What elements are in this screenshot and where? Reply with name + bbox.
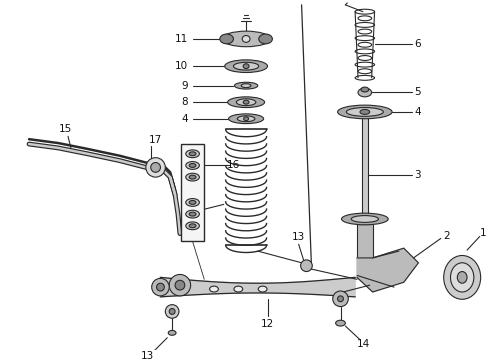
Ellipse shape bbox=[236, 99, 256, 105]
Text: 12: 12 bbox=[261, 319, 274, 329]
Ellipse shape bbox=[259, 34, 272, 44]
Circle shape bbox=[338, 296, 343, 302]
Ellipse shape bbox=[336, 320, 345, 326]
Ellipse shape bbox=[225, 60, 268, 72]
Circle shape bbox=[152, 278, 169, 296]
Circle shape bbox=[333, 291, 348, 307]
Ellipse shape bbox=[243, 100, 249, 104]
Polygon shape bbox=[357, 248, 418, 292]
Text: 15: 15 bbox=[58, 125, 72, 134]
Ellipse shape bbox=[222, 31, 270, 47]
Ellipse shape bbox=[457, 271, 467, 283]
Ellipse shape bbox=[361, 87, 369, 92]
Circle shape bbox=[169, 274, 191, 296]
Ellipse shape bbox=[243, 64, 249, 69]
Ellipse shape bbox=[229, 114, 264, 123]
Polygon shape bbox=[160, 278, 355, 297]
Ellipse shape bbox=[189, 201, 196, 204]
Ellipse shape bbox=[242, 36, 250, 42]
Text: 4: 4 bbox=[414, 107, 421, 117]
Text: 13: 13 bbox=[141, 351, 154, 360]
Ellipse shape bbox=[346, 108, 383, 116]
Ellipse shape bbox=[258, 286, 267, 292]
Circle shape bbox=[175, 280, 185, 290]
Ellipse shape bbox=[342, 213, 388, 225]
Text: 14: 14 bbox=[357, 338, 370, 348]
Ellipse shape bbox=[189, 152, 196, 156]
Ellipse shape bbox=[338, 105, 392, 119]
Bar bbox=[357, 224, 372, 258]
Ellipse shape bbox=[233, 62, 259, 70]
Text: 4: 4 bbox=[181, 114, 188, 124]
Text: 16: 16 bbox=[227, 161, 240, 170]
Text: 9: 9 bbox=[181, 81, 188, 91]
Ellipse shape bbox=[189, 212, 196, 216]
Text: 17: 17 bbox=[149, 135, 162, 145]
Ellipse shape bbox=[168, 330, 176, 335]
Text: 8: 8 bbox=[181, 97, 188, 107]
Text: 11: 11 bbox=[174, 34, 188, 44]
Ellipse shape bbox=[241, 84, 251, 87]
Circle shape bbox=[157, 283, 164, 291]
Ellipse shape bbox=[237, 116, 255, 122]
Ellipse shape bbox=[210, 286, 219, 292]
Ellipse shape bbox=[186, 222, 199, 230]
Ellipse shape bbox=[234, 82, 258, 89]
Ellipse shape bbox=[234, 286, 243, 292]
Bar bbox=[181, 144, 204, 241]
Text: 2: 2 bbox=[443, 230, 450, 240]
Text: 3: 3 bbox=[414, 170, 421, 180]
Ellipse shape bbox=[220, 34, 233, 44]
Ellipse shape bbox=[186, 150, 199, 158]
Ellipse shape bbox=[186, 162, 199, 169]
Circle shape bbox=[300, 260, 312, 271]
Ellipse shape bbox=[450, 263, 474, 292]
Circle shape bbox=[169, 309, 175, 314]
Text: 6: 6 bbox=[414, 39, 421, 49]
Ellipse shape bbox=[186, 210, 199, 218]
Ellipse shape bbox=[189, 224, 196, 228]
Bar bbox=[362, 117, 368, 219]
Ellipse shape bbox=[358, 88, 371, 97]
Text: 1: 1 bbox=[480, 228, 487, 238]
Ellipse shape bbox=[351, 216, 378, 222]
Ellipse shape bbox=[244, 117, 248, 121]
Ellipse shape bbox=[360, 109, 370, 114]
Ellipse shape bbox=[443, 256, 481, 299]
Text: 13: 13 bbox=[292, 231, 305, 242]
Ellipse shape bbox=[186, 173, 199, 181]
Circle shape bbox=[151, 162, 160, 172]
Circle shape bbox=[146, 158, 165, 177]
Text: 5: 5 bbox=[414, 87, 421, 98]
Circle shape bbox=[165, 305, 179, 318]
Ellipse shape bbox=[189, 175, 196, 179]
Ellipse shape bbox=[189, 163, 196, 167]
Ellipse shape bbox=[186, 199, 199, 206]
Ellipse shape bbox=[228, 97, 265, 108]
Text: 7: 7 bbox=[192, 206, 198, 216]
Text: 10: 10 bbox=[174, 61, 188, 71]
